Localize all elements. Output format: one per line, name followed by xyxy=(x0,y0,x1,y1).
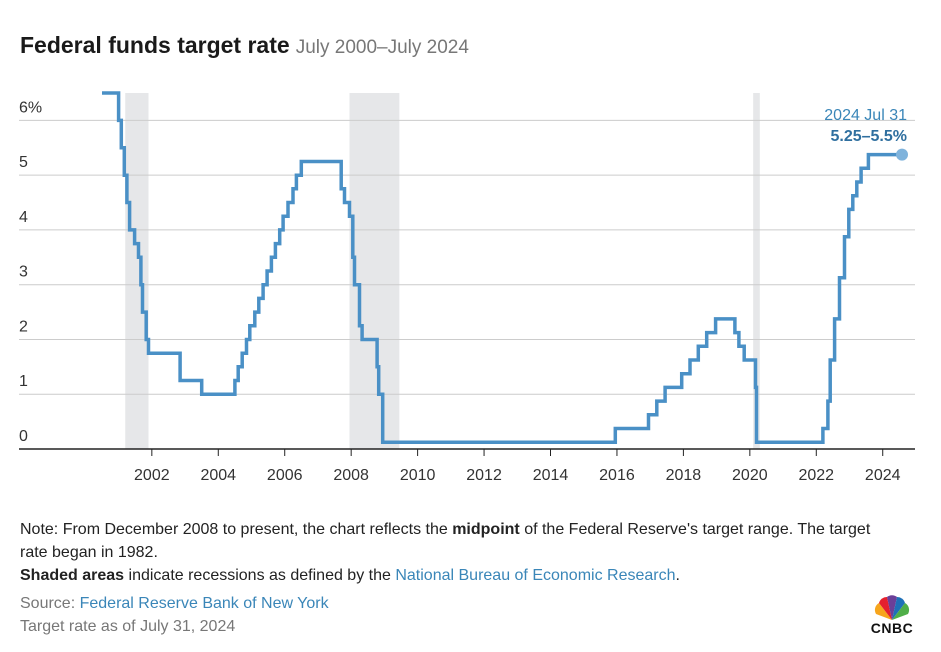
source-link[interactable]: Federal Reserve Bank of New York xyxy=(79,595,329,612)
source-label: Source: xyxy=(20,595,80,612)
note-text: Note: From December 2008 to present, the… xyxy=(20,521,453,538)
chart-subtitle: July 2000–July 2024 xyxy=(295,37,469,58)
recession-band-2 xyxy=(349,93,400,449)
note-text-recession: indicate recessions as defined by the xyxy=(124,567,396,584)
annotation-date: 2024 Jul 31 xyxy=(824,107,907,124)
note-text-continued: of the Federal Reserve's target range. T… xyxy=(20,521,871,561)
y-tick-label-2: 2 xyxy=(19,318,28,335)
rate-chart: 0 1 2 3 4 5 6% 2002 2004 2006 2008 2010 2012 2014 201… xyxy=(19,91,915,484)
x-tick-label-2010: 2010 xyxy=(400,467,436,484)
rate-line xyxy=(102,91,902,444)
y-tick-label-0: 0 xyxy=(19,428,28,445)
y-tick-label-1: 1 xyxy=(19,373,28,390)
y-tick-label-5: 5 xyxy=(19,154,28,171)
x-axis: 2002 2004 2006 2008 2010 2012 2014 2016 2018 2020… xyxy=(134,449,901,484)
y-tick-label-3: 3 xyxy=(19,264,28,281)
chart-header: Federal funds target rate July 2000–July … xyxy=(20,32,469,59)
recession-shading xyxy=(125,93,760,449)
cnbc-logo: CNBC xyxy=(866,594,918,636)
note-line-1: Note: From December 2008 to present, the… xyxy=(20,518,880,564)
recession-band-1 xyxy=(125,93,149,449)
x-tick-label-2006: 2006 xyxy=(267,467,303,484)
x-tick-label-2016: 2016 xyxy=(599,467,635,484)
gridlines xyxy=(19,119,915,395)
chart-title: Federal funds target rate xyxy=(20,32,290,58)
end-point-marker xyxy=(896,148,908,161)
nber-link[interactable]: National Bureau of Economic Research xyxy=(395,567,676,584)
x-tick-label-2002: 2002 xyxy=(134,467,170,484)
x-tick-label-2024: 2024 xyxy=(865,467,901,484)
peacock-icon xyxy=(874,595,910,620)
source-block: Source: Federal Reserve Bank of New York… xyxy=(20,592,329,638)
annotation-value: 5.25–5.5% xyxy=(830,128,907,145)
x-tick-label-2014: 2014 xyxy=(533,467,569,484)
x-tick-label-2020: 2020 xyxy=(732,467,768,484)
cnbc-wordmark: CNBC xyxy=(870,620,914,636)
y-tick-label-4: 4 xyxy=(19,209,28,226)
as-of-date: Target rate as of July 31, 2024 xyxy=(20,618,236,635)
x-tick-label-2012: 2012 xyxy=(466,467,502,484)
note-line-2: Shaded areas indicate recessions as defi… xyxy=(20,564,880,587)
x-tick-label-2018: 2018 xyxy=(666,467,702,484)
recession-band-3 xyxy=(753,93,760,449)
note-period: . xyxy=(675,567,680,584)
note-bold-midpoint: midpoint xyxy=(452,521,520,538)
x-tick-label-2022: 2022 xyxy=(798,467,834,484)
x-tick-label-2008: 2008 xyxy=(333,467,369,484)
x-tick-label-2004: 2004 xyxy=(200,467,236,484)
note-bold-shaded: Shaded areas xyxy=(20,567,125,584)
y-axis: 0 1 2 3 4 5 6% xyxy=(19,99,42,445)
chart-notes: Note: From December 2008 to present, the… xyxy=(20,518,880,587)
y-tick-label-6: 6% xyxy=(19,99,42,116)
